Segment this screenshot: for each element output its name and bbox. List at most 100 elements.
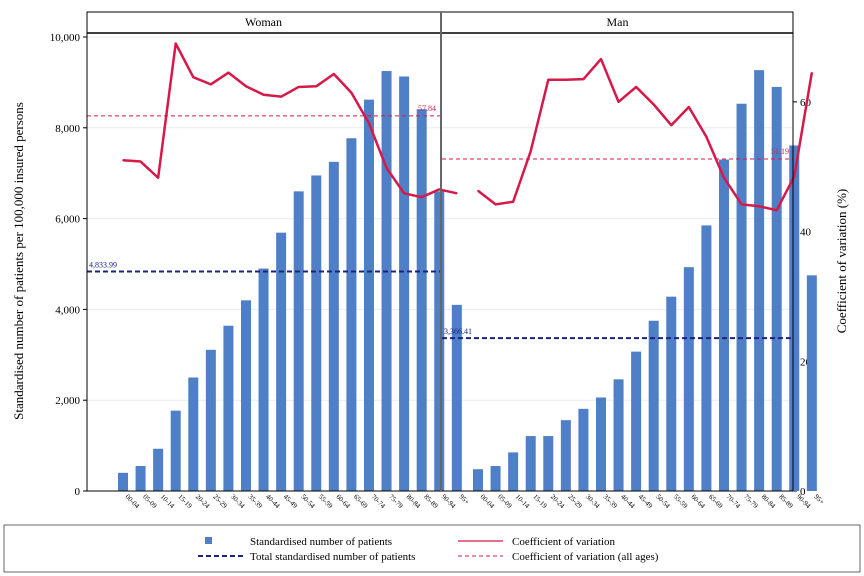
x-tick-label: 70-74 bbox=[370, 493, 388, 511]
x-tick-label: 60-64 bbox=[689, 493, 707, 511]
cv-point bbox=[420, 196, 423, 198]
cv-point bbox=[456, 192, 458, 195]
cv-point bbox=[210, 83, 212, 86]
bar bbox=[683, 267, 694, 491]
x-tick-label: 80-84 bbox=[760, 493, 778, 511]
x-tick-label: 50-54 bbox=[299, 493, 317, 511]
cv-point bbox=[793, 175, 796, 178]
x-tick-label: 70-74 bbox=[725, 493, 743, 511]
bar bbox=[806, 275, 817, 491]
bar bbox=[789, 145, 800, 492]
x-tick-label: 30-34 bbox=[584, 493, 602, 511]
y2-tick-label: 20 bbox=[800, 356, 812, 368]
bar bbox=[363, 99, 374, 491]
legend-swatch bbox=[205, 537, 212, 544]
bar bbox=[631, 351, 642, 491]
x-tick-label: 00-04 bbox=[124, 493, 142, 511]
cv-point bbox=[758, 205, 760, 208]
x-tick-label: 90-94 bbox=[440, 493, 458, 511]
cv-point bbox=[368, 122, 370, 125]
bar bbox=[508, 452, 519, 491]
x-tick-label: 85-89 bbox=[422, 493, 440, 511]
legend-label: Total standardised number of patients bbox=[250, 551, 415, 563]
legend-item: Total standardised number of patients bbox=[198, 551, 415, 563]
x-tick-label: 25-29 bbox=[566, 493, 584, 511]
cv-point bbox=[333, 73, 335, 75]
x-tick-label: 30-34 bbox=[229, 493, 247, 511]
bar bbox=[451, 304, 462, 491]
bar bbox=[346, 138, 357, 491]
bar bbox=[328, 161, 339, 491]
x-tick-label: 45-49 bbox=[637, 493, 655, 511]
cv-point bbox=[688, 106, 690, 108]
cv-point bbox=[245, 85, 247, 88]
bar bbox=[311, 175, 322, 491]
total-label: 3,366.41 bbox=[444, 327, 472, 336]
x-tick-label: 10-14 bbox=[159, 493, 177, 511]
bar bbox=[205, 349, 216, 491]
x-tick-label: 75-79 bbox=[742, 493, 760, 511]
bar bbox=[666, 296, 677, 491]
x-tick-label: 95+ bbox=[812, 493, 825, 506]
bar bbox=[381, 71, 392, 492]
bar bbox=[771, 86, 782, 491]
legend-item: Coefficient of variation bbox=[458, 536, 616, 548]
x-tick-label: 40-44 bbox=[264, 493, 282, 511]
cv-point bbox=[385, 167, 388, 169]
bar bbox=[754, 70, 765, 491]
x-tick-label: 10-14 bbox=[514, 493, 532, 511]
bar bbox=[525, 436, 536, 491]
x-tick-label: 45-49 bbox=[282, 493, 300, 511]
x-tick-label: 55-59 bbox=[317, 493, 335, 511]
cv-line bbox=[477, 57, 814, 212]
x-tick-label: 35-39 bbox=[247, 493, 265, 511]
bar bbox=[490, 466, 501, 491]
x-tick-label: 90-94 bbox=[795, 493, 813, 511]
cv-point bbox=[192, 76, 195, 79]
cv-point bbox=[297, 86, 300, 88]
x-tick-label: 35-39 bbox=[602, 493, 620, 511]
x-tick-label: 85-89 bbox=[777, 493, 795, 511]
cv-point bbox=[227, 71, 230, 74]
bar bbox=[276, 232, 287, 491]
cv-point bbox=[547, 79, 550, 81]
bar bbox=[736, 103, 747, 491]
bar bbox=[258, 268, 269, 491]
bar bbox=[153, 448, 164, 491]
bar bbox=[118, 472, 128, 491]
cv-point bbox=[705, 136, 708, 138]
cv-point bbox=[617, 101, 620, 103]
y-axis-label: Standardised number of patients per 100,… bbox=[11, 102, 26, 420]
cv-point bbox=[600, 58, 602, 60]
legend-label: Coefficient of variation (all ages) bbox=[512, 551, 659, 563]
bar bbox=[188, 377, 199, 491]
y2-tick-label: 40 bbox=[800, 227, 812, 239]
legend-label: Coefficient of variation bbox=[512, 536, 616, 548]
x-tick-label: 15-19 bbox=[531, 493, 549, 511]
bar bbox=[170, 410, 181, 491]
cv-point bbox=[122, 159, 124, 162]
x-tick-label: 80-84 bbox=[405, 493, 423, 511]
cv-point bbox=[174, 42, 177, 45]
x-tick-label: 65-69 bbox=[707, 493, 725, 511]
x-tick-label: 05-09 bbox=[141, 493, 159, 511]
cv-all-label: 51.19 bbox=[771, 147, 789, 156]
legend-item: Standardised number of patients bbox=[205, 536, 392, 548]
cv-line bbox=[122, 42, 458, 199]
cv-point bbox=[477, 189, 479, 192]
bar bbox=[473, 469, 483, 491]
bar bbox=[595, 397, 606, 491]
y-tick-label: 0 bbox=[75, 486, 81, 498]
y-tick-label: 2,000 bbox=[55, 395, 80, 407]
total-label: 4,833.99 bbox=[89, 261, 117, 270]
cv-all-label: 57.84 bbox=[418, 104, 436, 113]
x-tick-label: 75-79 bbox=[387, 493, 405, 511]
legend-label: Standardised number of patients bbox=[250, 536, 392, 548]
cv-point bbox=[262, 93, 265, 96]
bar bbox=[135, 466, 146, 491]
bar bbox=[560, 420, 571, 491]
cv-point bbox=[652, 103, 655, 106]
panel-title: Man bbox=[607, 15, 629, 29]
plot-area: 02,0004,0006,0008,00010,0000204060Woman0… bbox=[50, 11, 826, 511]
bar bbox=[223, 325, 234, 491]
